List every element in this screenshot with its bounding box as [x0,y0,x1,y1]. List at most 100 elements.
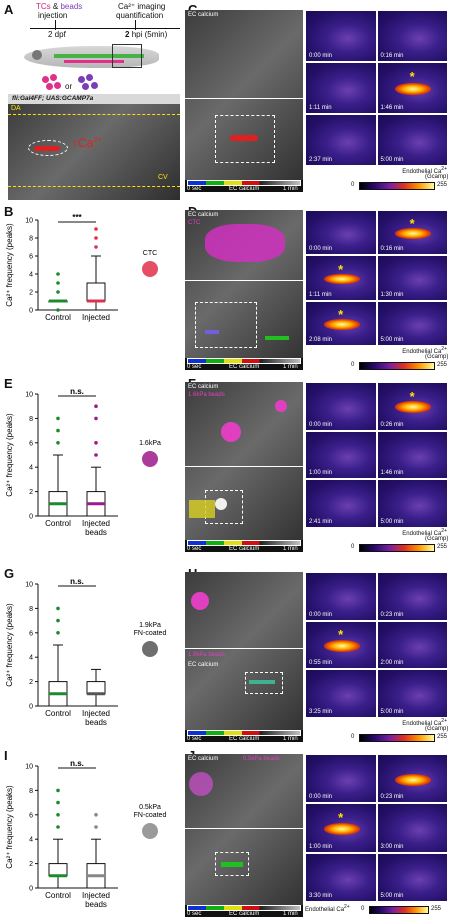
timepoint-label: 1:11 min [309,291,332,298]
calcium-hotspot [395,401,432,414]
y-tick-label: 10 [25,392,33,399]
x-category-label: beads [85,528,107,537]
y-tick-label: 6 [29,254,33,261]
y-tick-label: 6 [29,440,33,447]
star-marker: * [409,388,415,404]
timelapse-tile-j-1: 0:23 min [376,754,448,804]
legend-c-gcamp: (Gcamp) [425,174,449,180]
timelapse-tile-f-3: 1:46 min [376,430,448,480]
outlier-point [56,813,60,817]
timepoint-label: 0:26 min [380,421,404,428]
box-injected-beads [86,404,106,517]
timelapse-tile-d-4: * 2:08 min [305,300,377,346]
outlier-point [94,416,98,421]
timelapse-tile-f-0: 0:00 min [305,382,377,431]
or-label: or [65,82,73,91]
outlier-point [56,631,60,635]
legend-d-max: 255 [437,362,448,368]
box-control [48,788,68,889]
y-axis-label: Ca²⁺ frequency (peaks) [5,413,14,497]
outlier-point [94,245,98,249]
x-category-label: Injected [82,709,110,718]
da-label: DA [11,105,21,112]
timelapse-tile-c-2: 1:11 min [305,62,377,114]
outlier-point [94,453,98,457]
legend-ball-icon [142,823,158,839]
panel-h-title2: EC calcium [188,662,219,668]
timelapse-tile-h-5: 5:00 min [376,669,448,718]
timepoint-label: 3:30 min [309,892,333,899]
panel-f-title2: 1.6kPa beads [188,392,225,398]
y-axis-label: Ca²⁺ frequency (peaks) [5,785,14,869]
timepoint-label: 2:00 min [380,660,404,667]
amp-label: & [52,2,59,11]
panel-d-title: EC calcium [188,212,219,218]
panel-label-b: B [4,204,14,219]
injection-title: TCs & beads [36,2,82,11]
panel-d-title2: CTC [188,220,201,226]
y-tick-label: 4 [29,465,33,472]
box-plot-svg: 0 2 4 6 8 10 Ca²⁺ frequency (peaks) Control Inje… [5,577,166,727]
legend-d: Endothelial Ca2+ (Gcamp) 0 255 [305,346,448,372]
box-control [48,606,68,707]
outlier-point [56,290,60,294]
timepoint-label: 1:30 min [380,291,404,298]
timepoint-label: 0:00 min [309,794,333,801]
fire-colorbar-d [359,362,435,370]
calcium-hotspot [395,773,432,786]
outlier-point [56,416,60,421]
fire-colorbar-j [369,906,429,914]
timelapse-tile-d-5: 5:00 min [376,300,448,346]
legend-label: 1.6kPa [139,440,161,447]
timepoint-label: 1:46 min [380,470,404,477]
timecolor-bar-h: 0 sec EC calcium 1 min [185,730,303,742]
legend-label: CTC [143,250,157,257]
box-plot-svg: 0 2 4 6 8 10 Ca²⁺ frequency (peaks) Control Inje… [5,387,161,537]
y-tick-label: 10 [25,218,33,225]
outlier-point [94,236,98,240]
box-chart-b: 0 2 4 6 8 10 Ca²⁺ frequency (peaks) Control Inje… [0,212,185,332]
outlier-point [56,800,60,805]
timepoint-label: 3:25 min [309,708,333,715]
timepoint-label: 5:00 min [380,518,404,525]
legend-label: 0.5kPa [139,804,161,811]
outlier-point [56,606,60,611]
legend-j-endothelial: Endothelial Ca2+ [305,904,350,913]
overview-image-j: EC calcium 0.5kPa beads [185,754,303,917]
star-marker: * [338,627,344,643]
timelapse-tile-j-2: * 1:00 min [305,803,377,853]
box-chart-g: 0 2 4 6 8 10 Ca²⁺ frequency (peaks) Control Inje… [0,574,185,734]
vessel-image-a: DA CV ↑Ca2+ [8,104,180,200]
panel-j-title: EC calcium [188,756,219,762]
timelapse-tile-h-4: 3:25 min [305,669,377,718]
timelapse-tile-j-4: 3:30 min [305,852,377,902]
legend-ball-icon [142,641,158,657]
timepoint-label: 2:41 min [309,518,333,525]
overview-image-f: EC calcium 1.6kPa beads [185,382,303,552]
timepoint-label: 5:00 min [380,708,404,715]
tc-cluster-icon [42,74,62,92]
star-marker: * [409,216,415,232]
overview-image-c: EC calcium [185,10,303,190]
calcium-hotspot [395,228,432,240]
y-tick-label: 8 [29,236,33,243]
genotype-label: fli:Gal4FF; UAS:GCAMP7a [12,95,94,102]
timelapse-tile-h-0: 0:00 min [305,572,377,621]
timelapse-grid-j: 0:00 min 0:23 min * 1:00 min 3:00 min 3:30 mi… [305,754,448,902]
timepoint-label: 3:00 min [380,843,404,850]
box-injected-beads [86,813,106,889]
legend-c-endothelial: Endothelial Ca2+ [402,166,447,175]
y-axis-label: Ca²⁺ frequency (peaks) [5,223,14,307]
outlier-point [94,227,98,231]
legend-h-endothelial: Endothelial Ca2+ [402,718,447,727]
y-tick-label: 2 [29,679,33,686]
outlier-point [56,308,60,312]
legend-f: Endothelial Ca2+ (Gcamp) 0 255 [305,528,448,554]
ca-imaging-label: Ca²⁺ imaging [118,2,166,11]
outlier-point [56,272,60,276]
timepoint-label: 1:11 min [309,105,332,111]
panel-label-i: I [4,748,8,763]
legend-j-zero: 0 [361,906,365,912]
box-iqr [48,863,68,877]
timelapse-grid-h: 0:00 min 0:23 min * 0:55 min 2:00 min 3:25 mi… [305,572,448,718]
